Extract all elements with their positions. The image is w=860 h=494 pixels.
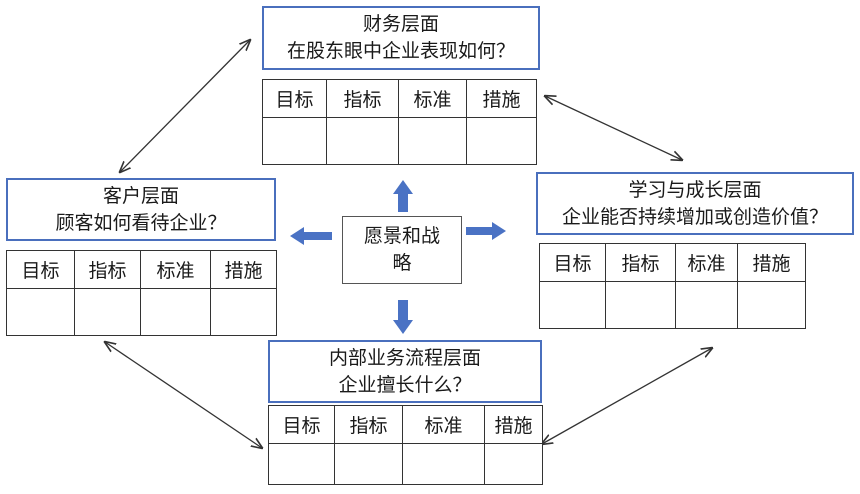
connector-customer-internal [105,342,262,448]
table-empty-row [268,443,543,485]
arrow-up-icon [393,180,413,212]
internal-title-box: 内部业务流程层面 企业擅长什么？ [268,340,542,403]
col-measure: 措施 [210,250,277,289]
customer-title: 客户层面 [102,184,179,207]
table-empty-row [539,281,806,329]
internal-title: 内部业务流程层面 [328,346,481,369]
financial-table: 目标 指标 标准 措施 [262,79,537,165]
customer-title-box: 客户层面 顾客如何看待企业？ [6,178,276,241]
col-standard: 标准 [140,250,211,289]
financial-question: 在股东眼中企业表现如何？ [286,40,515,62]
vision-strategy-box: 愿景和战略 [342,216,462,284]
arrow-left-icon [290,227,332,245]
arrow-down-icon [393,300,413,334]
learning-table: 目标 指标 标准 措施 [539,243,806,329]
financial-title: 财务层面 [362,13,439,35]
arrow-right-icon [466,222,506,240]
internal-table: 目标 指标 标准 措施 [268,405,543,485]
table-empty-row [262,117,537,165]
learning-title-box: 学习与成长层面 企业能否持续增加或创造价值？ [536,172,854,235]
connector-financial-customer [120,40,250,172]
col-goal: 目标 [539,243,606,282]
customer-question: 顾客如何看待企业？ [55,211,227,234]
col-measure: 措施 [466,79,537,118]
customer-table: 目标 指标 标准 措施 [6,250,277,336]
learning-title: 学习与成长层面 [628,178,762,201]
table-header-row: 目标 指标 标准 措施 [6,250,277,289]
col-measure: 措施 [737,243,806,282]
table-header-row: 目标 指标 标准 措施 [262,79,537,118]
col-indicator: 指标 [605,243,676,282]
col-standard: 标准 [675,243,738,282]
internal-question: 企业擅长什么？ [338,373,472,396]
financial-title-box: 财务层面 在股东眼中企业表现如何？ [262,6,540,70]
col-goal: 目标 [6,250,75,289]
col-indicator: 指标 [74,250,141,289]
table-empty-row [6,288,277,336]
col-standard: 标准 [402,405,485,444]
connector-learning-internal [542,348,712,444]
table-header-row: 目标 指标 标准 措施 [268,405,543,444]
col-goal: 目标 [268,405,335,444]
col-indicator: 指标 [334,405,403,444]
learning-question: 企业能否持续增加或创造价值？ [561,205,828,228]
col-measure: 措施 [484,405,543,444]
col-standard: 标准 [398,79,467,118]
connector-financial-learning [545,96,682,160]
vision-strategy-label: 愿景和战略 [363,225,440,274]
col-indicator: 指标 [326,79,399,118]
col-goal: 目标 [262,79,327,118]
table-header-row: 目标 指标 标准 措施 [539,243,806,282]
